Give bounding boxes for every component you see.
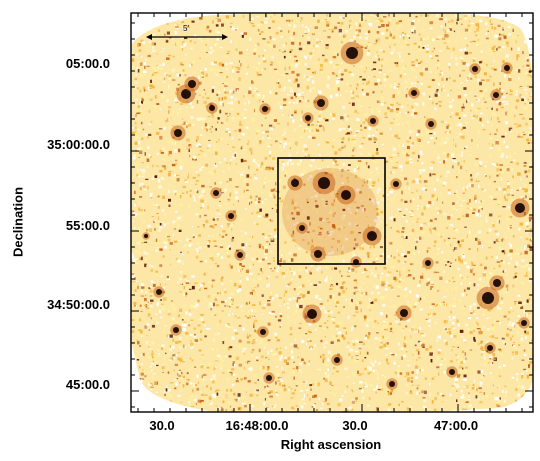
y-tick-label: 55:00.0 bbox=[66, 218, 110, 233]
y-tick-label: 45:00.0 bbox=[66, 377, 110, 392]
x-ray-point-source bbox=[493, 279, 501, 287]
x-ray-point-source bbox=[237, 252, 243, 258]
x-ray-point-source bbox=[188, 80, 196, 88]
x-ray-point-source bbox=[472, 66, 478, 72]
x-ray-point-source bbox=[367, 231, 377, 241]
x-ray-point-source bbox=[260, 329, 266, 335]
x-ray-point-source bbox=[299, 225, 305, 231]
x-ray-point-source bbox=[173, 327, 179, 333]
x-ray-point-source bbox=[521, 320, 527, 326]
x-ray-point-source bbox=[213, 190, 219, 196]
x-ray-point-source bbox=[425, 260, 431, 266]
y-tick-label: 34:50:00.0 bbox=[47, 297, 110, 312]
scale-bar-label: 5' bbox=[183, 24, 189, 33]
x-ray-point-source bbox=[389, 381, 395, 387]
x-ray-point-source bbox=[370, 118, 376, 124]
x-ray-point-source bbox=[174, 129, 182, 137]
x-ray-point-source bbox=[411, 90, 417, 96]
x-ray-point-source bbox=[156, 289, 162, 295]
x-ray-point-source bbox=[400, 309, 408, 317]
y-tick-label: 35:00:00.0 bbox=[47, 137, 110, 152]
x-ray-point-source bbox=[318, 177, 330, 189]
x-ray-point-source bbox=[341, 190, 351, 200]
y-axis-title: Declination bbox=[11, 187, 26, 257]
x-ray-point-source bbox=[487, 345, 493, 351]
x-ray-point-source bbox=[144, 234, 148, 238]
x-tick-label: 47:00.0 bbox=[434, 418, 478, 433]
x-ray-point-source bbox=[291, 179, 299, 187]
x-ray-point-source bbox=[307, 309, 317, 319]
x-axis-title: Right ascension bbox=[281, 437, 381, 452]
x-ray-point-source bbox=[515, 203, 525, 213]
x-tick-label: 30.0 bbox=[149, 418, 174, 433]
x-ray-point-source bbox=[266, 375, 272, 381]
x-ray-point-source bbox=[504, 65, 510, 71]
x-ray-point-source bbox=[449, 369, 455, 375]
x-tick-label: 16:48:00.0 bbox=[226, 418, 289, 433]
x-ray-point-source bbox=[305, 115, 311, 121]
y-tick-label: 05:00.0 bbox=[66, 56, 110, 71]
x-ray-point-source bbox=[317, 99, 325, 107]
x-ray-point-source bbox=[493, 92, 499, 98]
x-ray-point-source bbox=[334, 357, 340, 363]
x-ray-point-source bbox=[262, 106, 268, 112]
x-ray-point-source bbox=[209, 105, 215, 111]
x-ray-point-source bbox=[482, 292, 494, 304]
x-ray-point-source bbox=[314, 250, 322, 258]
x-tick-label: 30.0 bbox=[342, 418, 367, 433]
x-ray-point-source bbox=[393, 181, 399, 187]
x-ray-point-source bbox=[428, 121, 434, 127]
x-ray-point-source bbox=[228, 213, 234, 219]
x-ray-field-image bbox=[131, 13, 536, 415]
x-ray-point-source bbox=[346, 47, 358, 59]
